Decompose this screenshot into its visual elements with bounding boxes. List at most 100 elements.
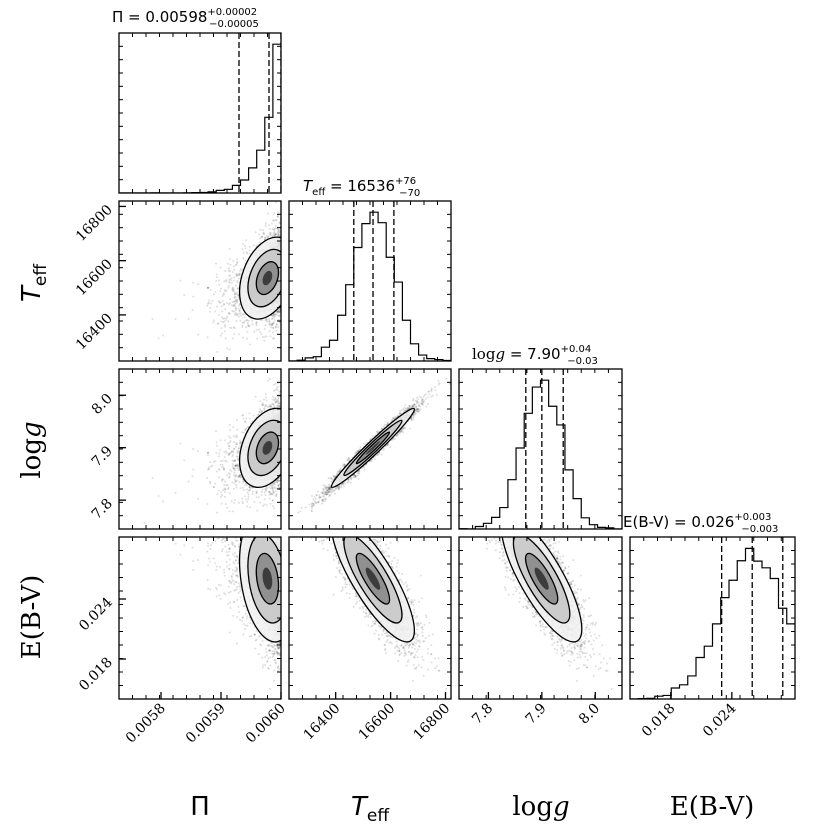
scatter-point bbox=[277, 233, 280, 236]
scatter-point bbox=[267, 212, 270, 215]
scatter-point bbox=[235, 307, 238, 310]
scatter-point bbox=[271, 228, 274, 231]
scatter-point bbox=[243, 495, 246, 498]
scatter-point bbox=[223, 280, 226, 283]
scatter-point bbox=[207, 286, 210, 289]
scatter-point bbox=[251, 320, 254, 323]
scatter-point bbox=[215, 305, 218, 308]
scatter-point bbox=[233, 292, 236, 295]
scatter-point bbox=[265, 335, 268, 338]
scatter-point bbox=[277, 311, 280, 314]
scatter-point bbox=[272, 228, 275, 231]
scatter-point bbox=[223, 324, 226, 327]
xlabel-pi: Π bbox=[190, 792, 210, 822]
scatter-point bbox=[274, 219, 277, 222]
scatter-point bbox=[274, 227, 277, 230]
scatter-point bbox=[183, 293, 186, 296]
scatter-point bbox=[230, 281, 233, 284]
scatter-point bbox=[227, 267, 230, 270]
scatter-point bbox=[228, 348, 231, 351]
scatter-point bbox=[192, 295, 195, 298]
scatter-point bbox=[275, 233, 278, 236]
scatter-point bbox=[234, 464, 237, 467]
scatter-point bbox=[278, 404, 281, 407]
scatter-point bbox=[274, 232, 277, 235]
scatter-point bbox=[260, 236, 263, 239]
scatter-point bbox=[271, 314, 274, 317]
scatter-point bbox=[207, 286, 210, 289]
scatter-point bbox=[234, 305, 237, 308]
scatter-point bbox=[233, 304, 236, 307]
scatter-point bbox=[162, 334, 165, 337]
scatter-point bbox=[257, 496, 260, 499]
scatter-point bbox=[174, 317, 177, 320]
scatter-point bbox=[265, 320, 268, 323]
scatter-point bbox=[226, 315, 229, 318]
scatter-point bbox=[269, 335, 272, 338]
scatter-point bbox=[261, 336, 264, 339]
scatter-point bbox=[237, 277, 240, 280]
scatter-point bbox=[264, 323, 267, 326]
scatter-point bbox=[225, 279, 228, 282]
scatter-point bbox=[223, 288, 226, 291]
scatter-point bbox=[212, 321, 215, 324]
scatter-point bbox=[275, 313, 278, 316]
scatter-point bbox=[227, 320, 230, 323]
scatter-point bbox=[248, 486, 251, 489]
scatter-point bbox=[246, 330, 249, 333]
scatter-point bbox=[218, 301, 221, 304]
scatter-point bbox=[268, 493, 271, 496]
scatter-point bbox=[268, 330, 271, 333]
scatter-point bbox=[219, 301, 222, 304]
title-ebv: E(B-V) = 0.026+0.003 −0.003 bbox=[623, 512, 778, 535]
scatter-point bbox=[267, 234, 270, 237]
scatter-point bbox=[278, 311, 281, 314]
scatter-point bbox=[242, 242, 245, 245]
scatter-point bbox=[270, 492, 273, 495]
scatter-point bbox=[235, 275, 238, 278]
scatter-point bbox=[210, 302, 213, 305]
scatter-point bbox=[235, 284, 238, 287]
scatter-point bbox=[275, 219, 278, 222]
scatter-point bbox=[221, 317, 224, 320]
scatter-point bbox=[254, 231, 257, 234]
scatter-point bbox=[258, 241, 261, 244]
scatter-point bbox=[269, 231, 272, 234]
scatter-point bbox=[278, 231, 281, 234]
scatter-point bbox=[236, 258, 239, 261]
scatter-point bbox=[179, 279, 182, 282]
scatter-point bbox=[245, 326, 248, 329]
scatter-point bbox=[236, 281, 239, 284]
scatter-point bbox=[143, 363, 145, 365]
scatter-point bbox=[265, 318, 268, 321]
scatter-point bbox=[274, 326, 277, 329]
scatter-point bbox=[239, 307, 242, 310]
scatter-point bbox=[259, 237, 262, 240]
scatter-point bbox=[225, 317, 228, 320]
scatter-point bbox=[238, 304, 241, 307]
scatter-point bbox=[207, 466, 210, 469]
scatter-point bbox=[276, 228, 279, 231]
scatter-point bbox=[234, 300, 237, 303]
scatter-point bbox=[231, 287, 234, 290]
scatter-point bbox=[232, 288, 235, 291]
scatter-point bbox=[261, 235, 264, 238]
panel-teff-teff bbox=[288, 200, 452, 362]
scatter-point bbox=[272, 322, 275, 325]
scatter-point bbox=[234, 474, 237, 477]
scatter-point bbox=[228, 326, 231, 329]
scatter-point bbox=[264, 236, 267, 239]
scatter-point bbox=[222, 293, 225, 296]
scatter-point bbox=[271, 322, 274, 325]
scatter-point bbox=[227, 284, 230, 287]
scatter-point bbox=[233, 279, 236, 282]
ylabel-ebv: E(B-V) bbox=[17, 575, 47, 660]
scatter-point bbox=[272, 234, 275, 237]
scatter-point bbox=[242, 480, 245, 483]
scatter-point bbox=[264, 222, 267, 225]
scatter-point bbox=[268, 320, 271, 323]
scatter-point bbox=[272, 395, 275, 398]
scatter-point bbox=[252, 244, 255, 247]
scatter-point bbox=[228, 510, 231, 513]
scatter-point bbox=[244, 259, 247, 262]
